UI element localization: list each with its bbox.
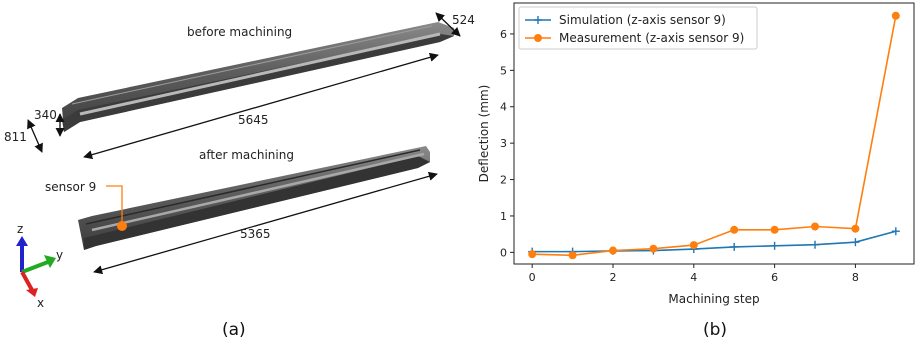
y-tick-label: 4 bbox=[500, 101, 507, 114]
dimension-arrow-height-large bbox=[27, 119, 43, 153]
y-axis-arrow bbox=[21, 260, 49, 274]
legend-box bbox=[518, 6, 758, 50]
plot-frame bbox=[513, 2, 915, 265]
deflection-chart: 0 2 4 6 8 0 1 2 3 4 5 6 Machining step Deflection (… bbox=[477, 2, 915, 306]
data-point bbox=[730, 242, 739, 251]
legend-entry: Measurement (z-axis sensor 9) bbox=[525, 31, 744, 45]
x-tick-label: 8 bbox=[852, 271, 859, 284]
axis-label-x: x bbox=[37, 296, 44, 310]
dimension-width: 524 bbox=[452, 13, 475, 27]
data-point bbox=[811, 222, 820, 231]
axis-ticks: 0 2 4 6 8 0 1 2 3 4 5 6 bbox=[500, 28, 859, 284]
legend-label: Measurement (z-axis sensor 9) bbox=[559, 31, 744, 45]
axis-label-z: z bbox=[17, 222, 23, 236]
y-tick-label: 0 bbox=[500, 246, 507, 259]
y-tick-label: 2 bbox=[500, 174, 507, 187]
series-line bbox=[532, 230, 897, 253]
x-tick-label: 0 bbox=[529, 271, 536, 284]
series-line bbox=[532, 15, 897, 257]
dimension-height-small: 340 bbox=[34, 108, 57, 122]
label-before-machining: before machining bbox=[187, 25, 292, 39]
x-tick-label: 2 bbox=[609, 271, 616, 284]
coordinate-triad: z y x bbox=[16, 222, 63, 310]
data-point bbox=[528, 250, 537, 259]
y-tick-label: 1 bbox=[500, 210, 507, 223]
data-point bbox=[730, 225, 739, 234]
sensor-leader-line bbox=[106, 185, 123, 224]
dimension-arrow-length-before bbox=[83, 52, 439, 160]
dimension-arrow-width bbox=[435, 12, 461, 37]
legend: Simulation (z-axis sensor 9) Measurement … bbox=[518, 6, 758, 50]
sensor-9-marker bbox=[117, 221, 127, 231]
series-layer bbox=[528, 11, 900, 260]
legend-entry: Simulation (z-axis sensor 9) bbox=[525, 13, 726, 27]
dimension-arrow-length-after bbox=[93, 171, 438, 275]
label-after-machining: after machining bbox=[199, 148, 294, 162]
data-point bbox=[649, 244, 658, 253]
legend-label: Simulation (z-axis sensor 9) bbox=[559, 13, 726, 27]
y-tick-label: 6 bbox=[500, 28, 507, 41]
data-point bbox=[770, 225, 779, 234]
axis-label-y: y bbox=[56, 248, 63, 262]
data-point bbox=[608, 246, 617, 255]
x-tick-label: 4 bbox=[690, 271, 697, 284]
data-point bbox=[568, 251, 577, 260]
data-point bbox=[811, 240, 820, 249]
data-point bbox=[770, 241, 779, 250]
x-axis-arrow bbox=[20, 271, 34, 291]
caption-a: (a) bbox=[222, 320, 246, 340]
sensor-label: sensor 9 bbox=[45, 180, 96, 194]
y-axis-label: Deflection (mm) bbox=[477, 85, 491, 183]
series-2 bbox=[528, 11, 900, 260]
data-point bbox=[851, 238, 860, 247]
dimension-height-large: 811 bbox=[4, 130, 27, 144]
caption-b: (b) bbox=[703, 320, 727, 340]
data-point bbox=[891, 227, 900, 236]
dimension-length-before: 5645 bbox=[238, 113, 269, 127]
series-1 bbox=[528, 227, 900, 256]
y-tick-label: 5 bbox=[500, 64, 507, 77]
data-point bbox=[851, 224, 860, 233]
x-axis-label: Machining step bbox=[668, 292, 759, 306]
data-point bbox=[689, 241, 698, 250]
y-tick-label: 3 bbox=[500, 137, 507, 150]
x-tick-label: 6 bbox=[771, 271, 778, 284]
panel-a: before machining 5645 524 340 811 after … bbox=[4, 12, 475, 340]
dimension-length-after: 5365 bbox=[240, 227, 271, 241]
data-point bbox=[891, 11, 900, 20]
